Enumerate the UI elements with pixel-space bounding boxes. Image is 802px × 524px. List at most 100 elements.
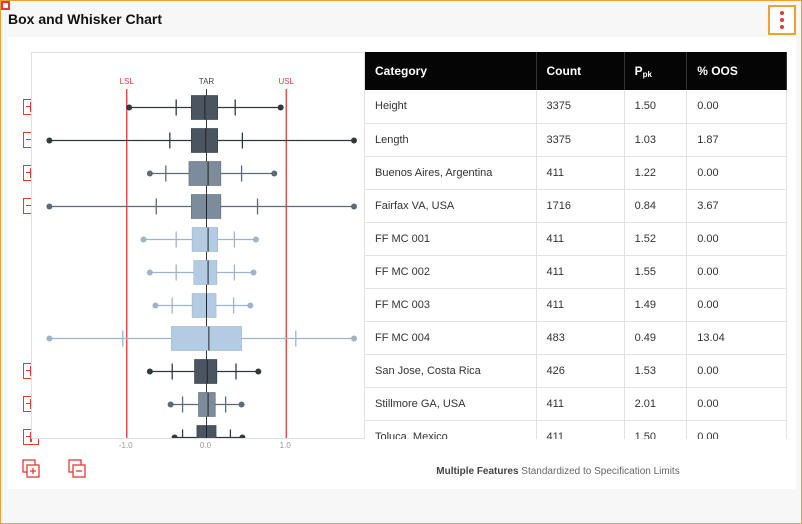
iqr-box [188,161,222,186]
expand-all-icon[interactable] [22,459,40,479]
chart-caption: Multiple Features Standardized to Specif… [8,466,802,477]
box-4 [46,194,358,219]
iqr-box [193,260,218,285]
box-5 [140,227,259,252]
kebab-dot-icon [780,18,784,22]
usl-label: USL [278,77,294,86]
outlier-min-point [126,104,133,111]
table-row[interactable]: FF MC 004 483 0.49 13.04 [365,321,787,355]
x-tick-label: 1.0 [279,441,291,450]
outlier-max-point [247,302,254,309]
outlier-max-point [239,434,246,438]
cell-count: 411 [536,255,625,289]
cell-ppk: 1.52 [624,222,688,256]
tar-label: TAR [199,77,215,86]
box-7 [152,293,254,318]
cell-category: Toluca, Mexico [365,420,537,439]
chart-content: LSL TAR USL -1.0 0.0 1.0 Category Count Pp… [8,37,796,489]
more-options-button[interactable] [768,5,796,35]
iqr-box [198,392,216,417]
cell-count: 411 [536,222,625,256]
box-6 [146,260,257,285]
outlier-min-point [146,269,153,276]
x-tick-label: 0.0 [199,441,212,450]
cell-count: 1716 [536,189,625,223]
table-row[interactable]: Buenos Aires, Argentina 411 1.22 0.00 [365,156,787,190]
cell-category: Stillmore GA, USA [365,387,537,421]
cell-count: 3375 [536,123,625,157]
cell-category: Length [365,123,537,157]
cell-category: FF MC 004 [365,321,537,355]
outlier-min-point [140,236,147,243]
caption-text: Standardized to Specification Limits [518,466,680,477]
outlier-min-point [46,203,53,210]
cell-oos: 3.67 [686,189,787,223]
outlier-min-point [167,401,174,408]
box-10 [167,392,245,417]
cell-ppk: 2.01 [624,387,688,421]
cell-count: 411 [536,387,625,421]
cell-count: 426 [536,354,625,388]
outlier-min-point [46,137,53,144]
cell-oos: 0.00 [686,255,787,289]
iqr-box [191,293,217,318]
table-row[interactable]: FF MC 003 411 1.49 0.00 [365,288,787,322]
cell-category: FF MC 003 [365,288,537,322]
cell-ppk: 1.53 [624,354,688,388]
cell-category: Fairfax VA, USA [365,189,537,223]
cell-oos: 0.00 [686,420,787,439]
table-row[interactable]: Stillmore GA, USA 411 2.01 0.00 [365,387,787,421]
cell-oos: 13.04 [686,321,787,355]
selection-corner-marker [1,1,10,10]
table-row[interactable]: FF MC 002 411 1.55 0.00 [365,255,787,289]
cell-oos: 0.00 [686,387,787,421]
outlier-min-point [152,302,159,309]
cell-category: Buenos Aires, Argentina [365,156,537,190]
iqr-box [194,359,218,384]
caption-bold: Multiple Features [436,466,519,477]
cell-ppk: 0.49 [624,321,688,355]
outlier-min-point [171,434,178,438]
column-header-oos[interactable]: % OOS [686,52,787,90]
cell-count: 411 [536,288,625,322]
outlier-max-point [250,269,257,276]
outlier-max-point [277,104,284,111]
outlier-max-point [351,335,358,342]
column-header-count[interactable]: Count [536,52,625,90]
cell-ppk: 0.84 [624,189,688,223]
cell-category: FF MC 002 [365,255,537,289]
table-row[interactable]: Fairfax VA, USA 1716 0.84 3.67 [365,189,787,223]
cell-ppk: 1.03 [624,123,688,157]
cell-ppk: 1.50 [624,420,688,439]
cell-count: 483 [536,321,625,355]
column-header-ppk[interactable]: Ppk [624,52,688,90]
kebab-dot-icon [780,11,784,15]
cell-category: FF MC 001 [365,222,537,256]
cell-count: 411 [536,420,625,439]
cell-oos: 0.00 [686,156,787,190]
cell-category: Height [365,90,537,124]
table-row[interactable]: FF MC 001 411 1.52 0.00 [365,222,787,256]
ppk-main: P [634,63,643,78]
outlier-min-point [146,170,153,177]
stats-table-container[interactable]: Category Count Ppk % OOS Height 3375 1.50 0… [365,52,787,439]
cell-oos: 1.87 [686,123,787,157]
cell-ppk: 1.49 [624,288,688,322]
outlier-max-point [255,368,262,375]
table-row[interactable]: Toluca, Mexico 411 1.50 0.00 [365,420,787,439]
box-plot-svg: LSL TAR USL [46,77,358,438]
column-header-category[interactable]: Category [365,52,537,90]
table-row[interactable]: Height 3375 1.50 0.00 [365,90,787,124]
outlier-max-point [271,170,278,177]
table-row[interactable]: Length 3375 1.03 1.87 [365,123,787,157]
collapse-all-icon[interactable] [68,459,86,479]
iqr-box [191,227,218,252]
table-body: Height 3375 1.50 0.00 Length 3375 1.03 1.87 Buen… [365,90,787,439]
stats-table: Category Count Ppk % OOS Height 3375 1.50 0… [365,52,787,439]
outlier-max-point [238,401,245,408]
page-title: Box and Whisker Chart [8,11,163,27]
cell-ppk: 1.50 [624,90,688,124]
box-2 [46,128,358,153]
table-row[interactable]: San Jose, Costa Rica 426 1.53 0.00 [365,354,787,388]
